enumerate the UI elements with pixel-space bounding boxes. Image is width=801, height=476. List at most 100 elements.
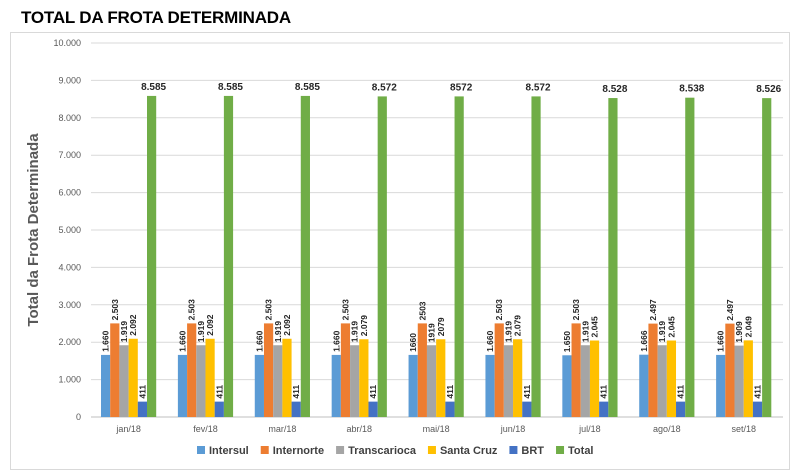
legend-swatch-internorte [260,446,269,454]
data-label: 2.092 [128,314,138,336]
bar-total [300,95,310,417]
bar-total [762,98,772,418]
bar-intersul [331,354,341,417]
bar-total [147,95,157,417]
data-label: 2.503 [110,299,120,321]
y-tick-label: 1.000 [58,375,81,385]
data-label: 1.660 [716,330,726,352]
data-label: 1.919 [580,321,590,343]
page-title: TOTAL DA FROTA DETERMINADA [21,8,291,27]
data-label: 2.503 [187,299,197,321]
x-tick-label: abr/18 [347,424,373,434]
bar-santa-cruz [513,339,523,417]
bar-brt [599,401,609,417]
x-tick-label: jun/18 [500,424,526,434]
y-tick-label: 9.000 [58,75,81,85]
data-label: 2.045 [590,316,600,338]
bar-internorte [725,323,735,417]
bar-total [223,95,234,417]
data-label: 2.079 [359,315,369,337]
bar-transcarioca [350,345,360,417]
y-tick-label: 5.000 [58,225,81,235]
x-tick-label: jan/18 [115,424,141,434]
bar-intersul [177,354,188,417]
bar-total [608,98,618,418]
bar-santa-cruz [359,339,369,417]
legend-label: Transcarioca [348,445,417,457]
bar-internorte [340,323,351,417]
bar-total [454,96,464,417]
data-label: 1.909 [734,321,744,343]
data-label: 411 [599,385,609,399]
data-label: 1.919 [273,321,283,343]
data-label: 2503 [417,301,427,320]
data-label: 8.585 [295,82,320,93]
bar-internorte [648,323,658,417]
bar-intersul [562,355,572,417]
data-label: 411 [291,385,301,399]
data-label: 1.660 [485,330,495,352]
bar-internorte [110,323,120,417]
data-label: 1.919 [119,321,129,343]
y-tick-label: 8.000 [58,113,81,123]
bar-transcarioca [196,345,206,417]
y-tick-label: 7.000 [58,150,81,160]
bar-total [685,97,695,417]
x-tick-label: fev/18 [193,424,218,434]
data-label: 2.497 [648,299,658,321]
data-label: 1660 [408,333,418,352]
bar-santa-cruz [436,339,446,417]
bar-intersul [254,354,264,417]
bar-transcarioca [657,345,667,417]
bar-internorte [417,323,427,417]
data-label: 411 [214,385,224,399]
data-label: 1.919 [503,321,513,343]
data-label: 8.538 [679,84,704,95]
data-label: 1.660 [254,330,264,352]
y-tick-label: 2.000 [58,337,81,347]
bar-santa-cruz [666,340,677,417]
bar-total [377,96,387,417]
data-label: 2079 [436,317,446,336]
legend-label: Santa Cruz [440,445,498,457]
data-label: 1.919 [196,321,206,343]
data-label: 2.045 [666,316,676,338]
data-label: 1919 [427,323,437,342]
bar-transcarioca [119,345,129,417]
x-tick-label: mai/18 [423,424,450,434]
y-tick-label: 3.000 [58,300,81,310]
data-label: 1.666 [639,330,649,352]
data-label: 2.503 [340,299,350,321]
data-label: 411 [676,385,686,399]
bar-intersul [485,354,495,417]
data-label: 8.585 [141,82,166,93]
legend-swatch-transcarioca [336,446,345,454]
x-tick-label: mar/18 [268,424,296,434]
bar-transcarioca [273,345,283,417]
data-label: 2.497 [725,299,735,321]
bar-internorte [571,323,581,417]
legend-label: Total [568,445,593,457]
bar-transcarioca [426,345,437,417]
bar-santa-cruz [205,338,215,417]
bar-transcarioca [734,345,744,417]
bar-intersul [408,354,418,417]
legend-label: Internorte [273,445,324,457]
data-label: 8.572 [372,82,397,93]
legend-swatch-total [556,446,565,454]
bar-santa-cruz [589,340,600,417]
legend-swatch-brt [509,446,518,454]
data-label: 1.660 [177,330,187,352]
bar-intersul [716,354,726,417]
data-label: 8572 [450,82,473,93]
bar-intersul [101,354,111,417]
data-label: 1.650 [562,331,572,353]
bar-brt [368,401,378,417]
chart-area: 0 1.000 2.000 3.000 4.000 5.000 6.000 7.000 8.00… [10,32,790,470]
bar-transcarioca [580,345,590,417]
legend-label: BRT [521,445,544,457]
data-label: 8.585 [218,82,243,93]
data-label: 2.503 [264,299,274,321]
data-label: 8.526 [756,84,781,95]
bar-brt [137,401,147,417]
